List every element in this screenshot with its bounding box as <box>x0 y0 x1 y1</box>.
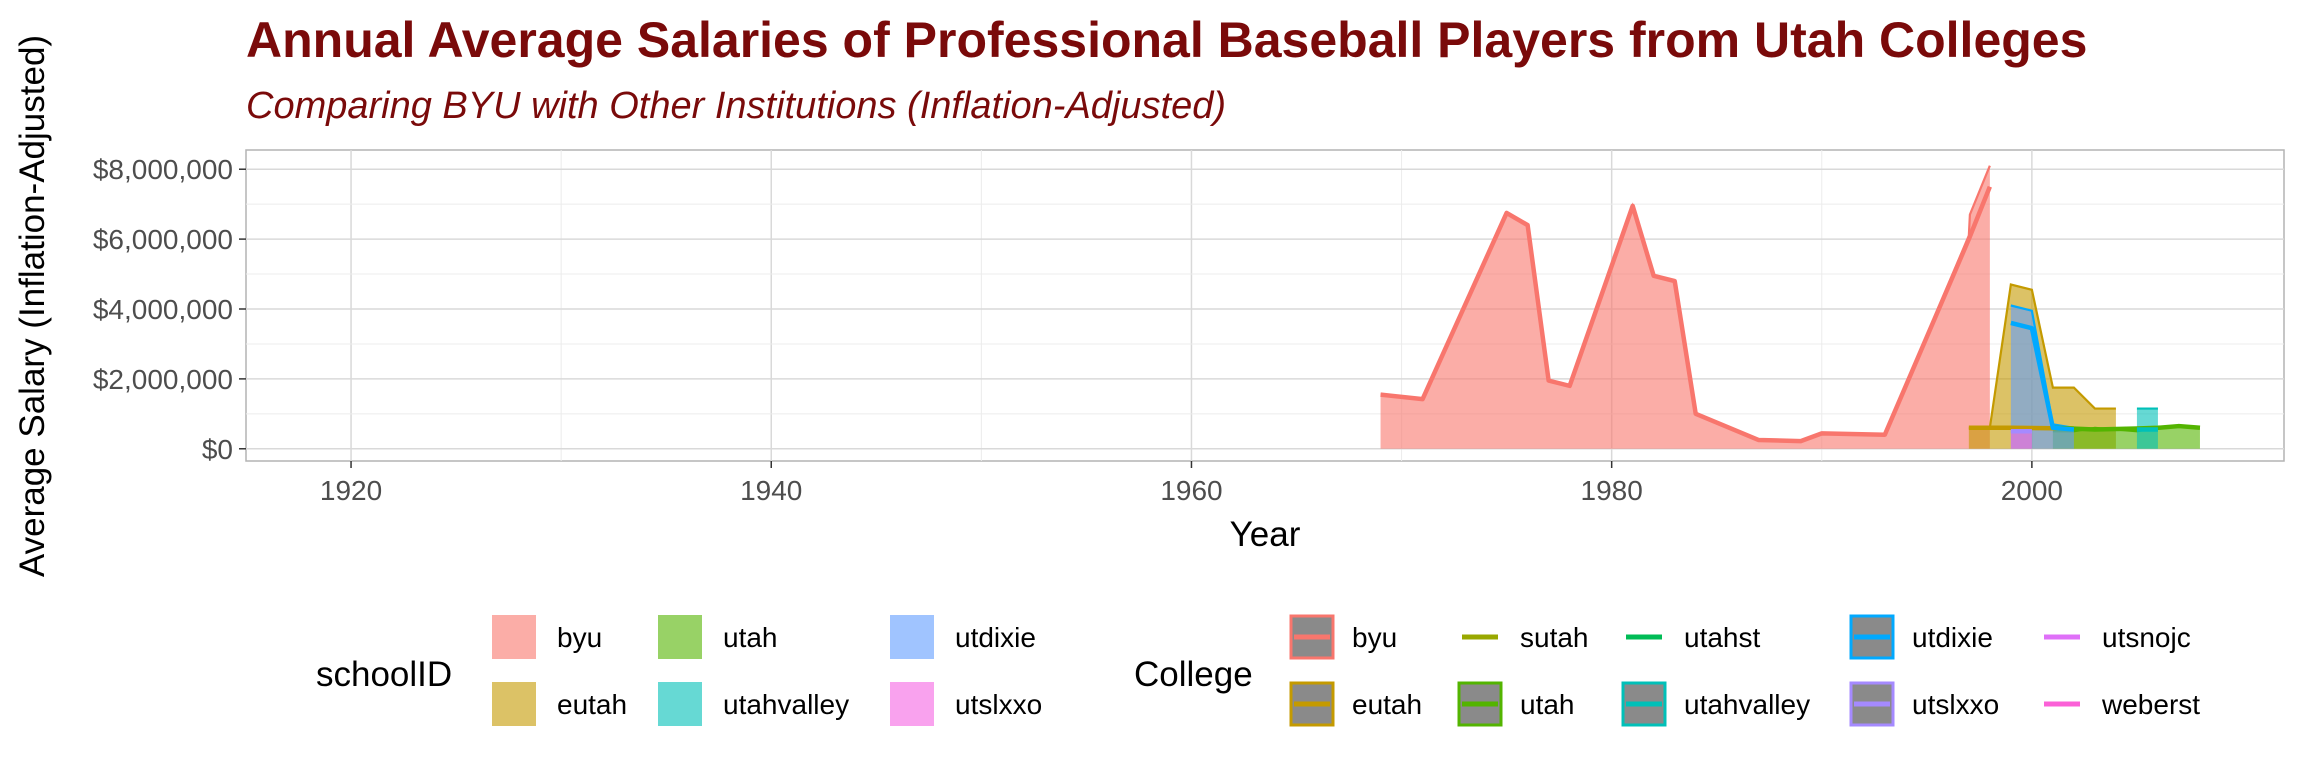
y-tick-label: $4,000,000 <box>93 294 233 325</box>
x-axis-title: Year <box>1230 515 1301 554</box>
line-byu <box>1380 185 1992 444</box>
legend-label-utahvalley: utahvalley <box>1684 689 1810 720</box>
legend-label-eutah: eutah <box>1352 689 1422 720</box>
legend-label-utsnojc: utsnojc <box>2102 622 2191 653</box>
legend-key-utah <box>658 615 702 659</box>
legend-label-utdixie: utdixie <box>1912 622 1993 653</box>
x-tick-label: 1940 <box>740 475 802 506</box>
legend-label-utdixie: utdixie <box>955 622 1036 653</box>
chart-subtitle: Comparing BYU with Other Institutions (I… <box>246 85 1226 127</box>
legend-label-byu: byu <box>1352 622 1397 653</box>
x-tick-label: 1920 <box>320 475 382 506</box>
legend-key-byu <box>492 615 536 659</box>
y-tick-label: $8,000,000 <box>93 154 233 185</box>
legend-label-utahst: utahst <box>1684 622 1760 653</box>
legend-college-title: College <box>1134 655 1253 694</box>
legend-label-utslxxo: utslxxo <box>955 689 1042 720</box>
legend-label-weberst: weberst <box>2101 689 2200 720</box>
legend-schoolid-title: schoolID <box>316 655 452 694</box>
y-tick-label: $6,000,000 <box>93 224 233 255</box>
y-axis-ticks: $0 $2,000,000 $4,000,000 $6,000,000 $8,000,0… <box>93 154 246 465</box>
legend-key-eutah <box>492 682 536 726</box>
x-tick-label: 1960 <box>1160 475 1222 506</box>
area-utslxxo <box>2010 431 2032 449</box>
legend-label-sutah: sutah <box>1520 622 1589 653</box>
legend-label-utah: utah <box>723 622 778 653</box>
x-tick-label: 2000 <box>2001 475 2063 506</box>
legend-label-utahvalley: utahvalley <box>723 689 849 720</box>
legend-key-utdixie <box>890 615 934 659</box>
chart-title: Annual Average Salaries of Professional … <box>246 12 2087 68</box>
y-axis-title: Average Salary (Inflation-Adjusted) <box>13 35 52 577</box>
x-axis-ticks: 1920 1940 1960 1980 2000 <box>320 461 2063 506</box>
legend-label-eutah: eutah <box>557 689 627 720</box>
y-tick-label: $0 <box>202 434 233 465</box>
legend-label-byu: byu <box>557 622 602 653</box>
legend-label-utslxxo: utslxxo <box>1912 689 1999 720</box>
plot-panel <box>245 149 2285 462</box>
line-layer <box>1380 185 2201 444</box>
legend-key-utahvalley <box>658 682 702 726</box>
area-utah <box>2052 426 2200 449</box>
x-tick-label: 1980 <box>1581 475 1643 506</box>
area-outline-eutah <box>1968 283 2116 429</box>
legend-college: College byu eutah sutah utah utahst utahvalle… <box>1134 614 2200 727</box>
area-byu <box>1380 165 1990 449</box>
legend-key-utslxxo <box>890 682 934 726</box>
y-tick-label: $2,000,000 <box>93 364 233 395</box>
legend-schoolid: schoolID byu eutah utah utahvalley utdixie ut… <box>316 615 1042 726</box>
line-utdixie <box>2010 320 2075 432</box>
legend-label-utah: utah <box>1520 689 1575 720</box>
